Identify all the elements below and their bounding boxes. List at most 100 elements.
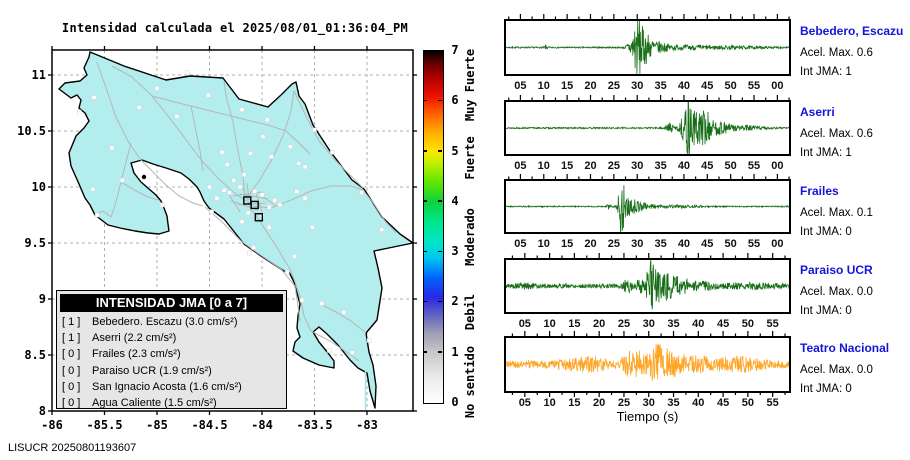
seis-tick-label: 35 xyxy=(654,238,666,250)
station-marker xyxy=(330,150,335,155)
seis-tick-label: 10 xyxy=(538,238,550,250)
y-tick-label: 9.5 xyxy=(24,236,46,250)
seis-tick-label: 05 xyxy=(514,160,526,172)
colorbar-tick-number: 1 xyxy=(451,344,459,359)
station-marker xyxy=(299,297,305,303)
waveform-trace xyxy=(504,343,791,381)
seis-tick-label: 50 xyxy=(725,80,737,92)
seis-tick-label: 20 xyxy=(584,80,596,92)
y-tick-label: 11 xyxy=(31,68,46,82)
colorbar-tick xyxy=(438,351,442,353)
y-tick-label: 10 xyxy=(31,180,46,194)
seis-tick-label: 05 xyxy=(514,80,526,92)
station-marker xyxy=(77,109,82,115)
seis-tick-label: 05 xyxy=(514,238,526,250)
waveform-trace xyxy=(505,185,791,233)
colorbar-category-label: Moderado xyxy=(463,208,477,266)
legend-item-jma: [ 0 ] xyxy=(62,364,81,377)
x-tick-label: -85.5 xyxy=(86,418,123,432)
station-marker xyxy=(350,350,355,356)
x-tick-label: -86 xyxy=(41,418,63,432)
station-marker xyxy=(206,92,211,98)
highlighted-station-marker xyxy=(250,200,259,210)
seis-tick-label: 15 xyxy=(561,80,573,92)
seis-tick-label: 30 xyxy=(643,318,655,330)
station-marker xyxy=(237,184,243,190)
station-marker xyxy=(312,127,317,133)
station-marker xyxy=(247,250,252,256)
colorbar-category-label: Muy Fuerte xyxy=(463,49,477,122)
legend-item-text: Aserri (2.2 cm/s²) xyxy=(92,332,177,345)
seis-tick-label: 35 xyxy=(667,318,679,330)
seis-tick-label: 45 xyxy=(717,318,729,330)
colorbar-tick xyxy=(423,250,427,253)
seis-tick-label: 15 xyxy=(568,397,580,409)
colorbar-category-label: Debil xyxy=(463,293,477,331)
time-axis-label: Tiempo (s) xyxy=(616,409,679,424)
station-marker xyxy=(310,225,315,230)
station-marker xyxy=(214,195,220,201)
station-marker xyxy=(221,188,227,193)
seis-tick-label: 35 xyxy=(667,397,679,409)
seis-tick-label: 25 xyxy=(608,160,620,172)
seis-tick-label: 15 xyxy=(568,318,580,330)
station-marker xyxy=(366,338,372,343)
station-marker xyxy=(239,107,245,112)
legend-item-jma: [ 1 ] xyxy=(62,332,81,345)
colorbar-tick xyxy=(438,250,442,253)
x-tick-label: -85 xyxy=(146,418,168,432)
seis-tick-label: 05 xyxy=(519,318,531,330)
station-marker xyxy=(219,150,225,155)
station-marker xyxy=(239,219,245,224)
station-marker xyxy=(90,186,96,192)
station-marker xyxy=(160,202,165,208)
int-jma-label: Int JMA: 0 xyxy=(800,383,852,395)
seis-tick-label: 50 xyxy=(725,238,737,250)
colorbar-tick xyxy=(438,300,442,303)
seis-tick-label: 20 xyxy=(593,397,605,409)
waveform-trace xyxy=(504,259,790,310)
station-marker xyxy=(231,178,236,183)
station-marker xyxy=(248,151,253,156)
seis-tick-label: 10 xyxy=(538,80,550,92)
seismogram-panel: 05 10 15 20 25 30 35 40 45 50 55 xyxy=(504,331,791,409)
seis-tick-label: 55 xyxy=(748,160,760,172)
seis-tick-label: 45 xyxy=(701,238,713,250)
colorbar-tick-number: 2 xyxy=(451,294,459,309)
seismogram-panel: 05 10 15 20 25 30 35 40 45 50 55 00 xyxy=(504,14,791,92)
int-jma-label: Int JMA: 1 xyxy=(800,66,852,78)
colorbar-category-label: Fuerte xyxy=(463,136,477,180)
station-marker xyxy=(154,86,160,91)
int-jma-label: Int JMA: 0 xyxy=(800,305,852,317)
colorbar-tick xyxy=(423,150,427,152)
colorbar-tick-number: 7 xyxy=(451,43,459,57)
seis-tick-label: 45 xyxy=(701,160,713,172)
colorbar-tick xyxy=(438,200,442,202)
station-marker xyxy=(241,172,247,177)
seis-tick-label: 25 xyxy=(618,318,630,330)
station-marker xyxy=(265,117,270,123)
station-marker xyxy=(284,269,290,275)
waveform-trace xyxy=(504,101,791,155)
seis-tick-label: 40 xyxy=(692,318,704,330)
seis-tick-label: 25 xyxy=(618,397,630,409)
seis-tick-label: 20 xyxy=(584,238,596,250)
station-markers xyxy=(77,70,384,356)
station-marker xyxy=(267,225,272,230)
colorbar-tick-number: 4 xyxy=(451,193,459,208)
seis-tick-label: 30 xyxy=(631,160,643,172)
colorbar-tick xyxy=(423,300,427,303)
station-label: Bebedero, Escazu xyxy=(800,24,904,38)
legend-item-text: Paraiso UCR (1.9 cm/s²) xyxy=(92,364,212,377)
x-tick-label: -84 xyxy=(251,418,273,432)
footer-id-text: LISUCR 20250801193607 xyxy=(8,442,137,454)
legend-item: [ 0 ] Frailes (2.3 cm/s²) xyxy=(57,346,286,362)
colorbar-tick xyxy=(423,351,427,353)
colorbar-tick-number: 5 xyxy=(451,143,459,158)
intensity-legend: INTENSIDAD JMA [0 a 7] [ 1 ] Bebedero. Es… xyxy=(56,290,287,409)
highlighted-station-marker xyxy=(254,213,264,222)
station-marker xyxy=(359,190,364,195)
station-marker xyxy=(109,145,115,151)
seis-tick-label: 35 xyxy=(654,160,666,172)
